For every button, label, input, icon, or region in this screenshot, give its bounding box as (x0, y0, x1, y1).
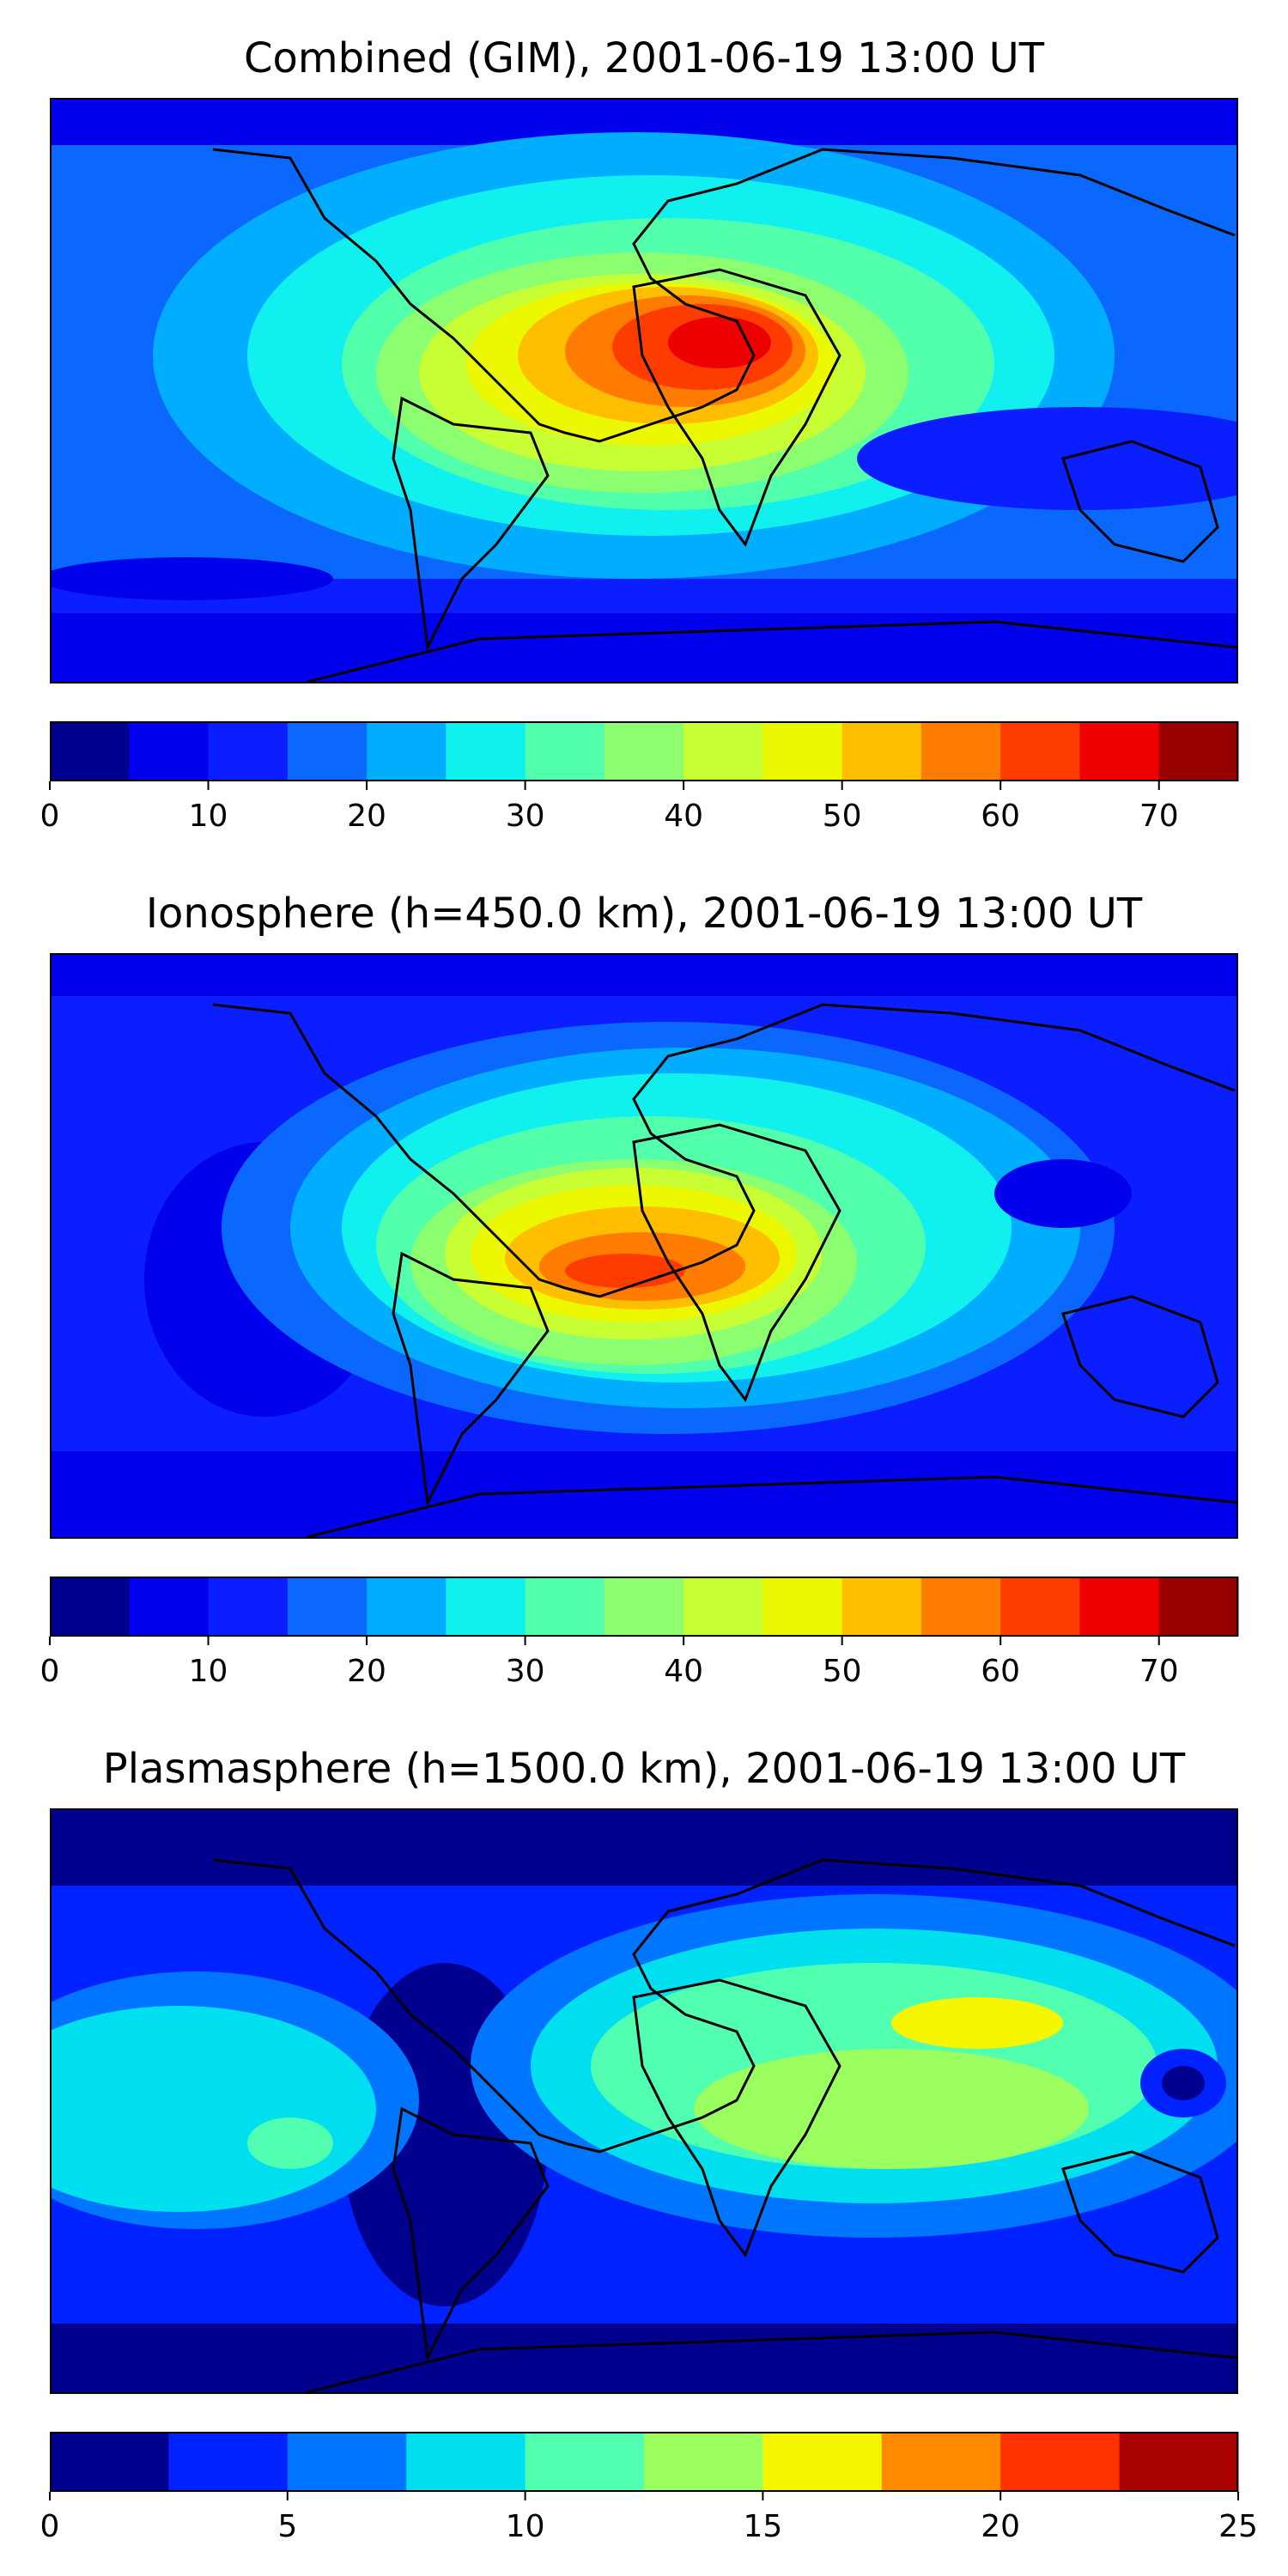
colorbar-tick-label: 20 (347, 1654, 386, 1689)
colorbar-bin (446, 1577, 526, 1637)
colorbar-tick-label: 10 (506, 2509, 545, 2544)
colorbar-tick-label: 10 (189, 799, 228, 834)
colorbar-bin (367, 1577, 447, 1637)
colorbar-bin (129, 721, 210, 781)
colorbar-bin (920, 721, 1001, 781)
colorbar-bin (1158, 721, 1239, 781)
panel-title: Ionosphere (h=450.0 km), 2001-06-19 13:0… (145, 890, 1143, 938)
contour-layer (50, 1808, 1238, 2394)
colorbar-tick-label: 15 (743, 2509, 782, 2544)
colorbar-bin (406, 2432, 526, 2492)
colorbar-bin (1079, 1577, 1160, 1637)
colorbar-bin (168, 2432, 289, 2492)
colorbar-tick-label: 0 (40, 1654, 60, 1689)
colorbar-tick-label: 30 (506, 799, 545, 834)
colorbar-bin (1158, 1577, 1239, 1637)
colorbar-tick-label: 40 (664, 799, 703, 834)
contour-layer (50, 98, 1238, 683)
map-plot (50, 1808, 1238, 2394)
colorbar-tick-label: 70 (1139, 799, 1179, 834)
coastlines (212, 1858, 1238, 2394)
coastlines (212, 148, 1238, 683)
colorbar-bin (881, 2432, 1001, 2492)
colorbar-tick-label: 0 (40, 2509, 60, 2544)
colorbar-bin (1079, 721, 1160, 781)
colorbar-bin (287, 721, 368, 781)
colorbar-bin (50, 1577, 130, 1637)
colorbar-bin (604, 721, 684, 781)
colorbar-tick-label: 60 (981, 799, 1020, 834)
colorbar-svg: 0 10 20 30 40 50 60 70 (40, 1577, 1239, 1689)
colorbar-bin (604, 1577, 684, 1637)
colorbar: 0 10 20 30 40 50 60 70 (40, 1577, 1239, 1689)
colorbar-bin (762, 1577, 843, 1637)
colorbar-tick-label: 30 (506, 1654, 545, 1689)
tec-map (50, 953, 1238, 1539)
colorbar-tick-label: 50 (823, 799, 862, 834)
contour-layer (50, 953, 1238, 1539)
colorbar-tick-label: 20 (981, 2509, 1020, 2544)
coastlines (212, 1003, 1238, 1539)
colorbar: 0 10 20 30 40 50 60 70 (40, 721, 1239, 834)
colorbar-bin (129, 1577, 210, 1637)
colorbar-frame (50, 721, 1238, 781)
colorbar-bin (1119, 2432, 1239, 2492)
colorbar-tick-label: 10 (189, 1654, 228, 1689)
colorbar-bin (644, 2432, 763, 2492)
colorbar-bin (683, 1577, 763, 1637)
colorbar-tick-label: 50 (823, 1654, 862, 1689)
colorbar-bin (841, 1577, 922, 1637)
colorbar-bin (683, 721, 763, 781)
tec-map (50, 98, 1238, 683)
colorbar-bin (208, 1577, 289, 1637)
panel-title: Plasmasphere (h=1500.0 km), 2001-06-19 1… (102, 1745, 1186, 1793)
colorbar-tick-label: 0 (40, 799, 60, 834)
map-frame (50, 1808, 1238, 2394)
colorbar-bin (50, 2432, 169, 2492)
colorbar-bin (446, 721, 526, 781)
colorbar: 0 5 10 15 20 25 (40, 2432, 1258, 2544)
map-frame (50, 98, 1238, 683)
colorbar-bin (920, 1577, 1001, 1637)
colorbar-bin (208, 721, 289, 781)
colorbar-svg: 0 10 20 30 40 50 60 70 (40, 721, 1239, 834)
colorbar-bin (1000, 2432, 1121, 2492)
map-frame (50, 953, 1238, 1539)
colorbar-tick-label: 25 (1218, 2509, 1258, 2544)
colorbar-bin (367, 721, 447, 781)
colorbar-bin (762, 2432, 883, 2492)
colorbar-bin (287, 2432, 407, 2492)
colorbar-bin (762, 721, 843, 781)
colorbar-bin (525, 2432, 645, 2492)
colorbar-bin (287, 1577, 368, 1637)
panel-title: Combined (GIM), 2001-06-19 13:00 UT (243, 34, 1045, 82)
tec-map (50, 1808, 1238, 2394)
colorbar-bin (841, 721, 922, 781)
colorbar-tick-label: 5 (277, 2509, 297, 2544)
colorbar-bin (1000, 1577, 1080, 1637)
colorbar-tick-label: 20 (347, 799, 386, 834)
colorbar-bin (525, 1577, 605, 1637)
colorbar-bin (50, 721, 130, 781)
colorbar-bin (525, 721, 605, 781)
colorbar-frame (50, 1577, 1238, 1637)
colorbar-frame (50, 2432, 1238, 2492)
colorbar-tick-label: 40 (664, 1654, 703, 1689)
colorbar-tick-label: 60 (981, 1654, 1020, 1689)
colorbar-svg: 0 5 10 15 20 25 (40, 2432, 1258, 2544)
map-plot (50, 98, 1238, 683)
colorbar-tick-label: 70 (1139, 1654, 1179, 1689)
colorbar-bin (1000, 721, 1080, 781)
map-plot (50, 953, 1238, 1539)
